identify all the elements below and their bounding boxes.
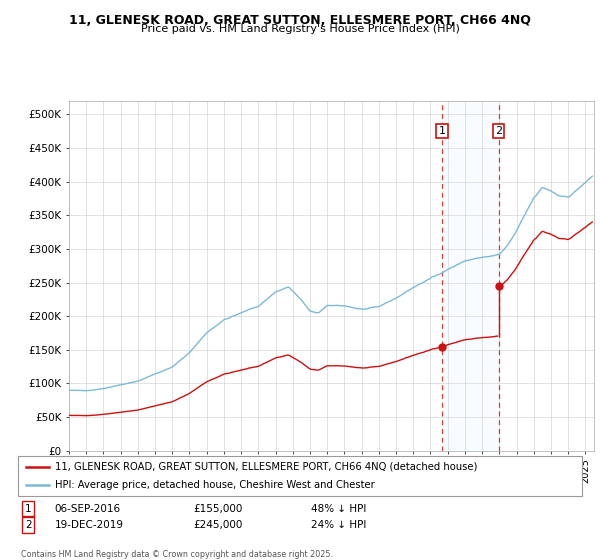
Text: HPI: Average price, detached house, Cheshire West and Chester: HPI: Average price, detached house, Ches… bbox=[55, 480, 374, 490]
Text: 1: 1 bbox=[439, 126, 446, 136]
Text: 11, GLENESK ROAD, GREAT SUTTON, ELLESMERE PORT, CH66 4NQ: 11, GLENESK ROAD, GREAT SUTTON, ELLESMER… bbox=[69, 14, 531, 27]
Text: Contains HM Land Registry data © Crown copyright and database right 2025.
This d: Contains HM Land Registry data © Crown c… bbox=[21, 550, 333, 560]
Text: 19-DEC-2019: 19-DEC-2019 bbox=[55, 520, 124, 530]
Text: £245,000: £245,000 bbox=[193, 520, 242, 530]
Text: 2: 2 bbox=[495, 126, 502, 136]
Bar bbox=[442, 101, 499, 451]
Text: 24% ↓ HPI: 24% ↓ HPI bbox=[311, 520, 367, 530]
Text: 1: 1 bbox=[25, 504, 31, 514]
Text: 48% ↓ HPI: 48% ↓ HPI bbox=[311, 504, 367, 514]
FancyBboxPatch shape bbox=[18, 456, 582, 496]
Text: 06-SEP-2016: 06-SEP-2016 bbox=[55, 504, 121, 514]
Text: Price paid vs. HM Land Registry's House Price Index (HPI): Price paid vs. HM Land Registry's House … bbox=[140, 24, 460, 34]
Text: £155,000: £155,000 bbox=[193, 504, 242, 514]
Text: 2: 2 bbox=[25, 520, 31, 530]
Text: 11, GLENESK ROAD, GREAT SUTTON, ELLESMERE PORT, CH66 4NQ (detached house): 11, GLENESK ROAD, GREAT SUTTON, ELLESMER… bbox=[55, 462, 477, 472]
